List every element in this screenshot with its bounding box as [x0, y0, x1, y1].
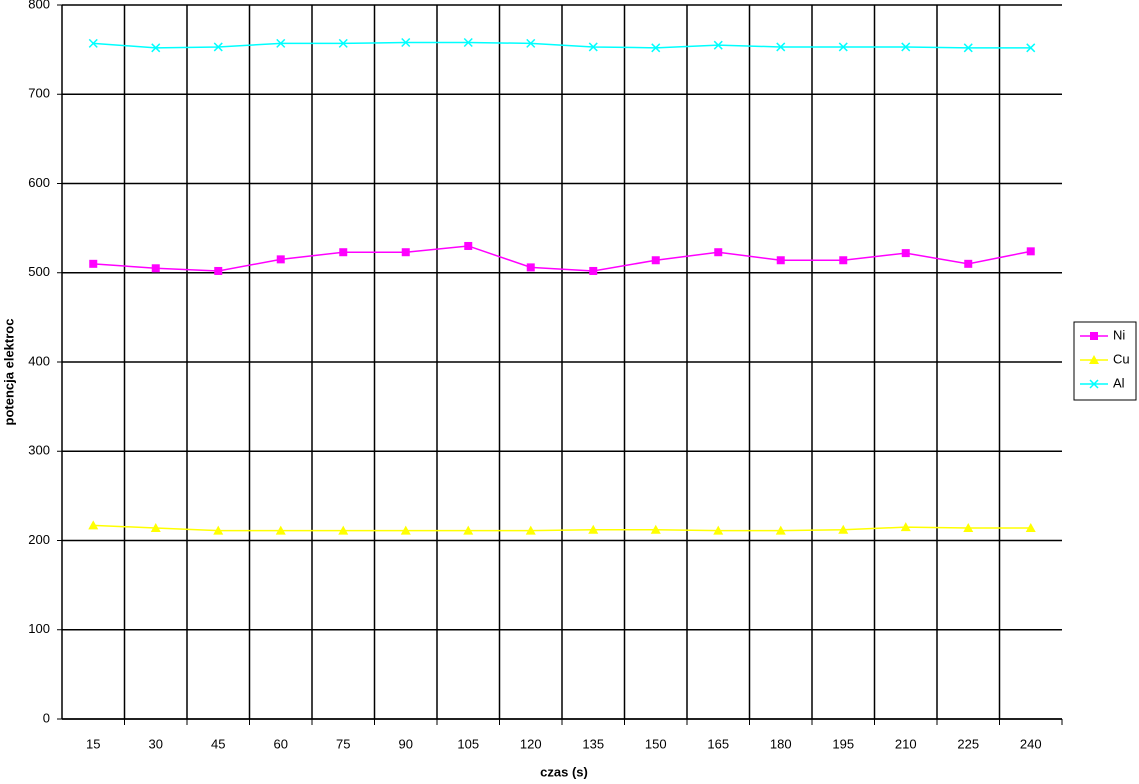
data-point — [1026, 247, 1035, 256]
y-tick-label: 0 — [43, 710, 50, 725]
y-tick-label: 300 — [28, 443, 50, 458]
data-point — [901, 42, 911, 52]
data-point — [900, 522, 911, 532]
data-point — [839, 256, 848, 265]
legend-marker — [1090, 332, 1098, 340]
data-point — [1026, 43, 1036, 53]
x-tick-label: 90 — [399, 736, 413, 751]
data-point — [588, 524, 599, 534]
data-point — [339, 248, 348, 257]
data-point — [401, 37, 411, 48]
y-tick-label: 500 — [28, 264, 50, 279]
data-point — [1025, 523, 1036, 533]
x-tick-label: 45 — [211, 736, 225, 751]
data-point — [525, 525, 536, 535]
y-tick-label: 400 — [28, 353, 50, 368]
data-point — [463, 37, 473, 48]
data-point — [775, 525, 786, 535]
x-tick-label: 135 — [582, 736, 604, 751]
data-point — [963, 523, 974, 533]
data-point — [713, 40, 723, 50]
data-point — [651, 43, 661, 53]
legend-label: Al — [1113, 375, 1125, 390]
data-point — [838, 524, 849, 534]
x-tick-label: 60 — [274, 736, 288, 751]
data-point — [338, 525, 349, 535]
data-point — [713, 525, 724, 535]
data-point — [650, 524, 661, 534]
legend-label: Cu — [1113, 351, 1130, 366]
x-tick-label: 240 — [1020, 736, 1042, 751]
data-point — [213, 42, 223, 52]
data-point — [651, 256, 660, 265]
data-point — [714, 248, 723, 257]
y-axis-label: potencja elektroc — [1, 319, 16, 426]
series-line — [93, 41, 1031, 49]
x-tick-label: 225 — [957, 736, 979, 751]
data-point — [150, 523, 161, 533]
x-tick-label: 210 — [895, 736, 917, 751]
x-tick-label: 15 — [86, 736, 100, 751]
data-point — [901, 249, 910, 258]
y-tick-label: 800 — [28, 0, 50, 11]
x-tick-label: 195 — [832, 736, 854, 751]
legend-label: Ni — [1113, 327, 1125, 342]
x-tick-label: 30 — [149, 736, 163, 751]
data-point — [275, 525, 286, 535]
x-tick-label: 75 — [336, 736, 350, 751]
legend-marker — [1089, 379, 1099, 389]
legend-marker — [1089, 355, 1099, 364]
y-tick-label: 600 — [28, 175, 50, 190]
x-tick-label: 105 — [457, 736, 479, 751]
data-point — [589, 266, 598, 275]
legend-box — [1073, 321, 1137, 401]
data-point — [400, 525, 411, 535]
data-point — [276, 38, 286, 48]
y-tick-label: 200 — [28, 532, 50, 547]
data-point — [526, 38, 536, 48]
data-point — [214, 266, 223, 275]
x-axis-label: czas (s) — [540, 764, 588, 779]
series-line — [93, 524, 1031, 532]
data-point — [463, 525, 474, 535]
y-tick-label: 700 — [28, 86, 50, 101]
x-tick-label: 180 — [770, 736, 792, 751]
data-point — [88, 38, 98, 48]
data-point — [963, 43, 973, 53]
x-tick-label: 165 — [707, 736, 729, 751]
data-point — [276, 255, 285, 264]
data-point — [526, 263, 535, 272]
y-tick-label: 100 — [28, 621, 50, 636]
series-line — [93, 245, 1031, 272]
x-tick-label: 120 — [520, 736, 542, 751]
data-point — [588, 42, 598, 52]
data-point — [89, 259, 98, 268]
x-tick-label: 150 — [645, 736, 667, 751]
data-point — [838, 42, 848, 52]
data-point — [776, 42, 786, 52]
data-point — [338, 38, 348, 48]
data-point — [88, 520, 99, 530]
data-point — [213, 525, 224, 535]
data-point — [776, 256, 785, 265]
data-point — [151, 43, 161, 53]
data-point — [464, 241, 473, 250]
data-point — [964, 259, 973, 268]
data-point — [151, 264, 160, 273]
data-point — [401, 248, 410, 257]
